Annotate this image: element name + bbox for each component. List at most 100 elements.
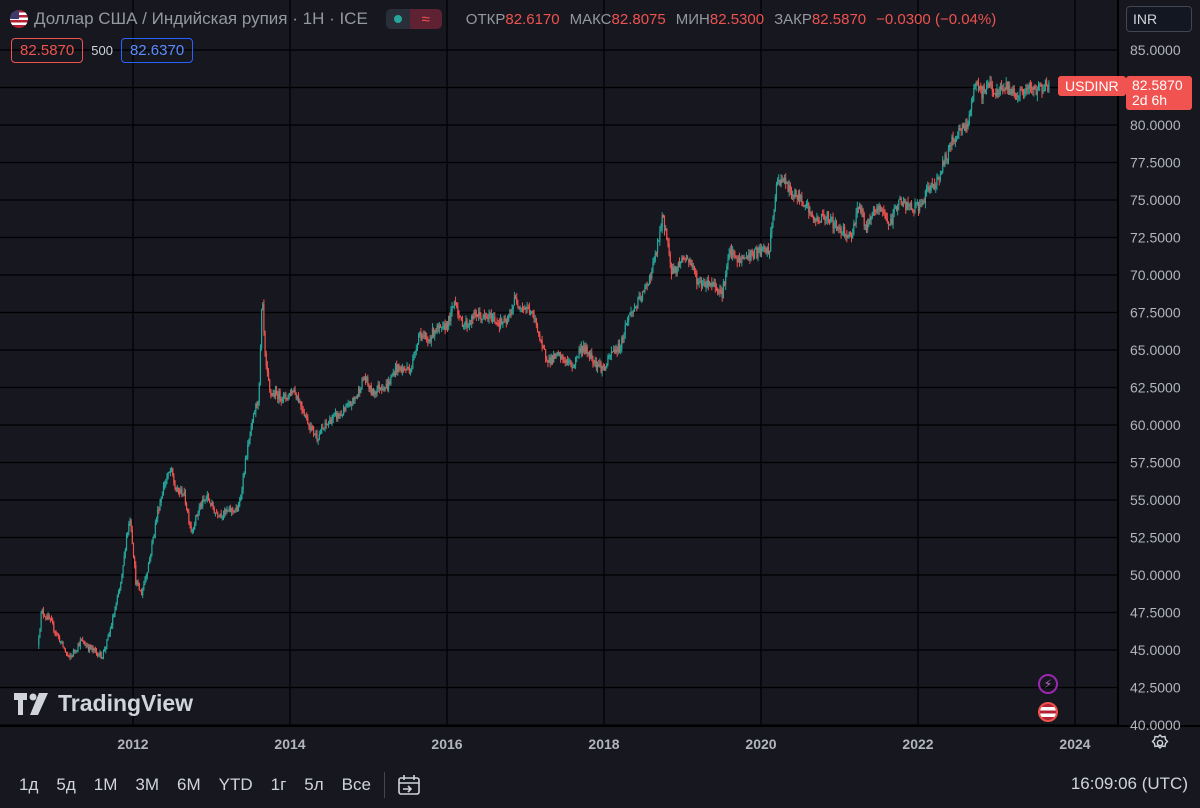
period-1m-button[interactable]: 1М — [93, 775, 118, 794]
settings-gear-icon[interactable] — [1150, 733, 1170, 753]
candle-body — [838, 227, 840, 229]
candle-body — [314, 433, 316, 435]
period-1d-button[interactable]: 1д — [19, 775, 39, 794]
candle-body — [330, 419, 332, 424]
candle-body — [1007, 86, 1010, 90]
candle-body — [610, 351, 612, 356]
candles — [38, 75, 1050, 661]
us-flag-event-icon[interactable] — [1038, 702, 1058, 722]
candle-body — [372, 389, 375, 395]
buy-price-button[interactable]: 82.6370 — [120, 38, 194, 63]
candle-body — [270, 389, 272, 395]
candle-body — [744, 257, 746, 259]
candle-body — [802, 201, 804, 206]
market-status-pill[interactable]: ≈ — [385, 9, 442, 29]
candle-body — [831, 216, 833, 218]
candle-body — [801, 195, 803, 202]
candle-body — [996, 89, 998, 97]
candle-body — [323, 427, 325, 429]
candle-body — [104, 649, 106, 651]
period-1y-button[interactable]: 1г — [270, 775, 287, 794]
candle-body — [548, 357, 550, 363]
candle-body — [551, 357, 554, 363]
candle-body — [792, 195, 794, 197]
candle-body — [608, 355, 610, 358]
candle-body — [95, 650, 98, 653]
currency-selector[interactable]: INR — [1126, 6, 1192, 32]
candle-body — [605, 368, 607, 371]
candle-body — [46, 617, 48, 620]
candle-body — [138, 583, 140, 591]
candle-body — [685, 258, 688, 260]
period-5d-button[interactable]: 5д — [56, 775, 76, 794]
candle-body — [930, 183, 932, 191]
candle-body — [162, 486, 165, 496]
candle-body — [501, 318, 503, 325]
flash-event-icon[interactable]: ⚡ — [1038, 674, 1058, 694]
candle-body — [1004, 89, 1006, 91]
candle-body — [708, 285, 711, 287]
candle-body — [383, 388, 385, 390]
candle-body — [498, 323, 501, 328]
candle-body — [581, 346, 584, 352]
candle-body — [401, 368, 404, 373]
candle-body — [98, 655, 100, 657]
candle-body — [906, 201, 908, 211]
candle-body — [807, 203, 809, 206]
calendar-range-icon[interactable] — [397, 774, 421, 796]
candle-body — [743, 257, 745, 259]
candle-body — [300, 401, 302, 406]
candle-body — [541, 340, 543, 347]
period-5y-button[interactable]: 5л — [304, 775, 324, 794]
candle-body — [912, 209, 914, 211]
candle-body — [735, 256, 737, 258]
candle-body — [713, 281, 715, 286]
candle-body — [908, 205, 910, 207]
open-value: ОТКР82.6170 — [465, 10, 560, 28]
candle-body — [121, 574, 123, 582]
candle-body — [1043, 89, 1045, 91]
candle-body — [877, 207, 879, 210]
candle-body — [945, 154, 947, 160]
period-ytd-button[interactable]: YTD — [218, 775, 253, 794]
candle-body — [78, 644, 80, 647]
x-tick-label: 2022 — [902, 736, 933, 752]
candle-body — [192, 529, 195, 531]
symbol-title[interactable]: Доллар США / Индийская рупия · 1H · ICE — [34, 9, 368, 28]
candle-body — [595, 361, 597, 368]
candle-body — [127, 532, 129, 537]
candle-body — [842, 226, 845, 233]
period-6m-button[interactable]: 6М — [177, 775, 201, 794]
candle-body — [493, 316, 495, 318]
candle-body — [955, 137, 958, 140]
candle-body — [312, 426, 315, 434]
candle-body — [729, 249, 731, 253]
candle-body — [360, 389, 362, 393]
candle-body — [635, 307, 637, 309]
sell-price-button[interactable]: 82.5870 — [11, 38, 84, 63]
utc-clock[interactable]: 16:09:06 (UTC) — [1070, 774, 1188, 793]
candle-body — [937, 176, 939, 178]
candle-body — [321, 427, 323, 434]
candle-body — [412, 358, 414, 369]
candle-body — [134, 556, 136, 565]
candle-body — [793, 195, 795, 198]
low-value: МИН82.5300 — [675, 10, 765, 28]
candle-body — [130, 520, 132, 530]
period-all-button[interactable]: Все — [341, 775, 371, 794]
x-tick-label: 2012 — [117, 736, 148, 752]
candle-body — [666, 228, 668, 240]
candle-body — [364, 377, 367, 381]
candle-body — [794, 189, 796, 198]
candle-body — [496, 322, 498, 324]
candle-body — [1002, 88, 1004, 92]
candle-body — [516, 298, 518, 304]
candle-body — [337, 413, 339, 419]
period-3m-button[interactable]: 3М — [135, 775, 159, 794]
candle-body — [227, 510, 229, 512]
candle-body — [725, 274, 727, 285]
candle-body — [451, 307, 453, 312]
candle-body — [456, 302, 458, 308]
